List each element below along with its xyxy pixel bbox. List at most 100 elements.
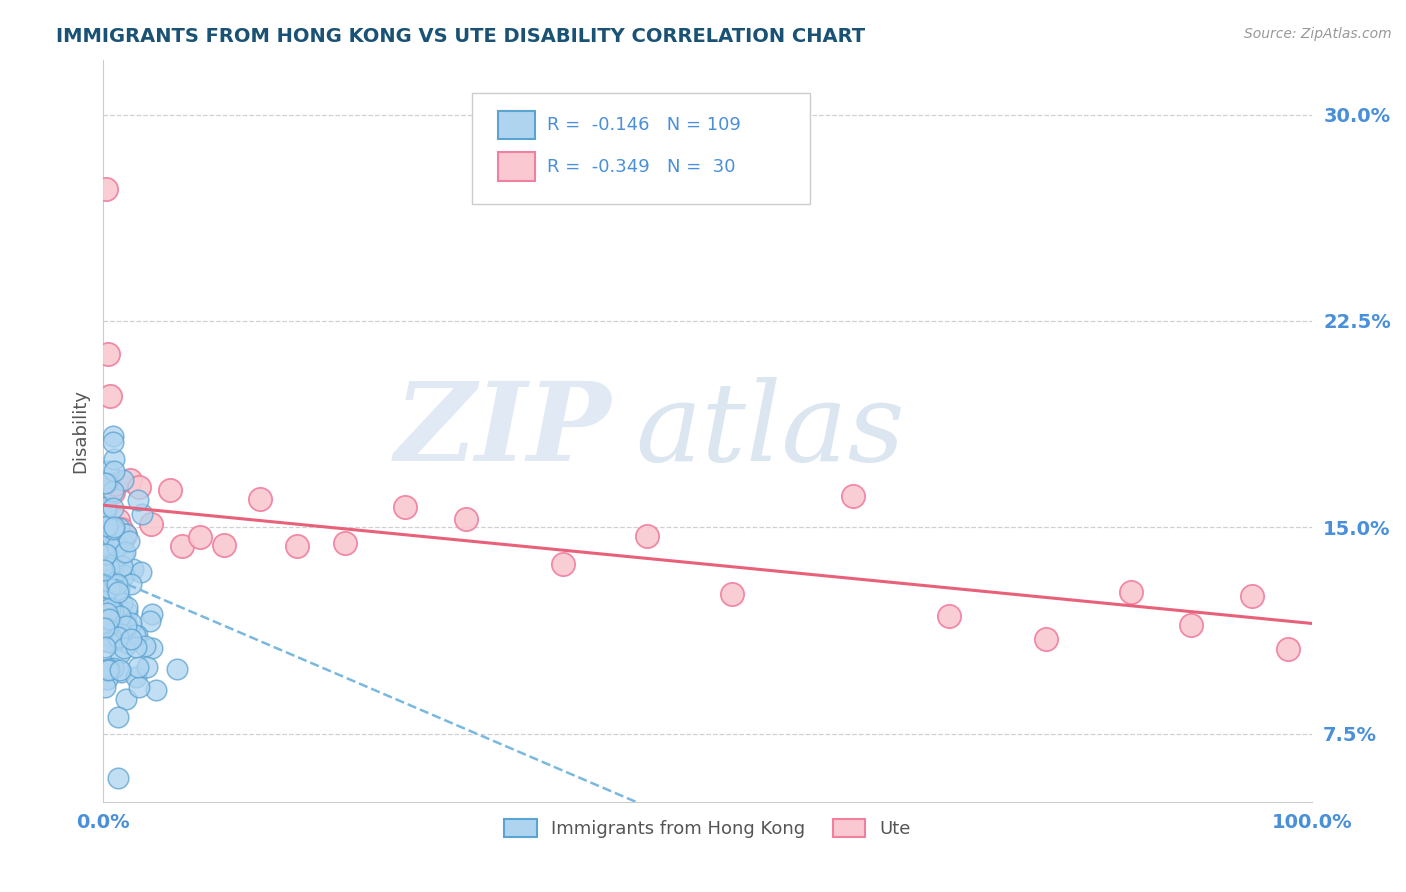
- Text: ZIP: ZIP: [394, 377, 612, 484]
- Point: [107, 513, 129, 527]
- Point: [117, 534, 139, 549]
- Text: IMMIGRANTS FROM HONG KONG VS UTE DISABILITY CORRELATION CHART: IMMIGRANTS FROM HONG KONG VS UTE DISABIL…: [56, 27, 865, 45]
- Point: [1277, 641, 1299, 656]
- Point: [128, 480, 150, 494]
- Point: [115, 618, 138, 632]
- Point: [110, 626, 132, 640]
- Point: [249, 491, 271, 506]
- Point: [94, 680, 117, 694]
- Point: [108, 646, 131, 660]
- Point: [115, 526, 138, 541]
- Point: [96, 606, 118, 620]
- Point: [114, 545, 136, 559]
- Point: [188, 530, 211, 544]
- Point: [111, 596, 134, 610]
- Point: [93, 601, 115, 615]
- Text: atlas: atlas: [636, 377, 904, 484]
- Text: R =  -0.349   N =  30: R = -0.349 N = 30: [547, 158, 735, 176]
- Point: [841, 489, 863, 503]
- Point: [110, 622, 132, 636]
- Point: [1119, 585, 1142, 599]
- Point: [97, 528, 120, 542]
- Point: [104, 575, 127, 590]
- Legend: Immigrants from Hong Kong, Ute: Immigrants from Hong Kong, Ute: [498, 812, 918, 846]
- Point: [97, 347, 120, 361]
- Point: [112, 546, 135, 560]
- Point: [105, 540, 128, 554]
- Point: [94, 182, 117, 196]
- Point: [104, 611, 127, 625]
- Point: [127, 628, 149, 642]
- Point: [122, 562, 145, 576]
- Point: [105, 532, 128, 546]
- Point: [96, 599, 118, 613]
- Point: [120, 616, 142, 631]
- Point: [141, 641, 163, 656]
- Point: [111, 609, 134, 624]
- Point: [125, 640, 148, 655]
- Point: [94, 500, 117, 515]
- Point: [139, 614, 162, 628]
- Point: [120, 632, 142, 646]
- Point: [94, 580, 117, 594]
- Point: [96, 547, 118, 561]
- Point: [96, 476, 118, 491]
- Point: [131, 507, 153, 521]
- Point: [1035, 632, 1057, 646]
- Point: [96, 518, 118, 533]
- Point: [159, 483, 181, 497]
- Point: [94, 573, 117, 587]
- Point: [112, 473, 135, 487]
- Point: [98, 613, 121, 627]
- Point: [114, 692, 136, 706]
- Point: [212, 537, 235, 551]
- Point: [107, 577, 129, 591]
- Point: [120, 577, 142, 591]
- Point: [115, 600, 138, 615]
- Point: [333, 535, 356, 549]
- Point: [111, 535, 134, 549]
- Point: [94, 504, 117, 518]
- Point: [107, 710, 129, 724]
- FancyBboxPatch shape: [499, 153, 534, 181]
- Point: [103, 575, 125, 590]
- Point: [94, 601, 117, 615]
- Point: [128, 680, 150, 694]
- Point: [93, 594, 115, 608]
- Point: [145, 682, 167, 697]
- Text: R =  -0.146   N = 109: R = -0.146 N = 109: [547, 116, 741, 134]
- Y-axis label: Disability: Disability: [72, 389, 89, 473]
- Point: [103, 483, 125, 498]
- Point: [96, 661, 118, 675]
- Point: [111, 558, 134, 573]
- Point: [134, 639, 156, 653]
- Point: [110, 665, 132, 680]
- Point: [720, 587, 742, 601]
- Point: [124, 628, 146, 642]
- Point: [127, 659, 149, 673]
- Point: [100, 601, 122, 615]
- Point: [108, 663, 131, 677]
- Point: [107, 771, 129, 785]
- Point: [141, 516, 163, 531]
- Point: [94, 634, 117, 648]
- Point: [96, 672, 118, 686]
- Point: [115, 619, 138, 633]
- Point: [110, 522, 132, 536]
- Point: [93, 563, 115, 577]
- Point: [98, 629, 121, 643]
- Point: [100, 389, 122, 403]
- Point: [107, 585, 129, 599]
- Point: [135, 660, 157, 674]
- Point: [104, 477, 127, 491]
- Point: [94, 558, 117, 572]
- Point: [114, 528, 136, 542]
- Point: [94, 640, 117, 654]
- Point: [101, 558, 124, 573]
- FancyBboxPatch shape: [499, 111, 534, 139]
- Point: [285, 539, 308, 553]
- Point: [454, 511, 477, 525]
- Point: [103, 451, 125, 466]
- Point: [101, 602, 124, 616]
- Point: [93, 629, 115, 643]
